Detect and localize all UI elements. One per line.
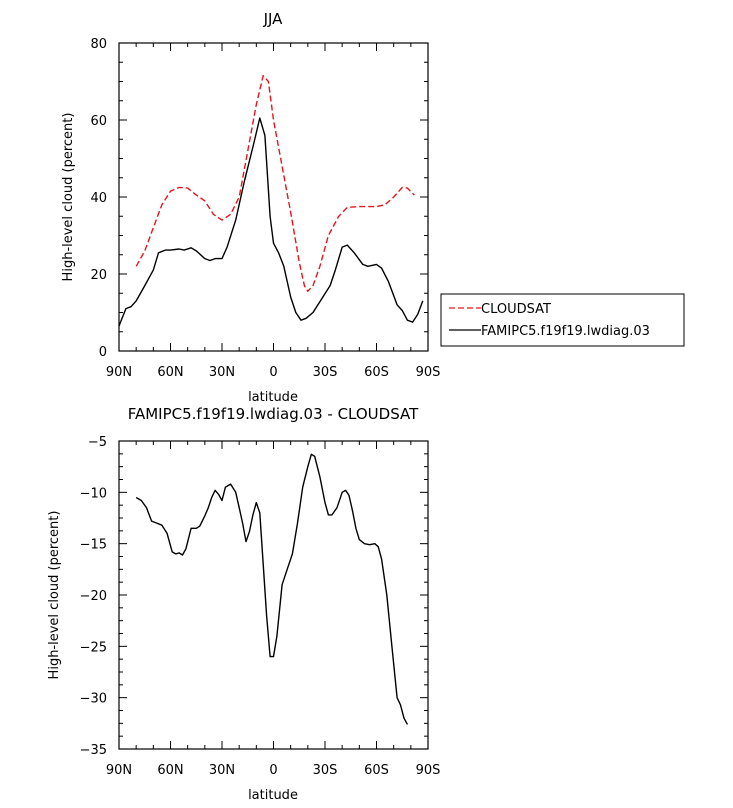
x-tick-label: 90S: [416, 365, 441, 380]
chart-top-xlabel: latitude: [248, 390, 298, 405]
series-line-1-0: [135, 453, 409, 725]
x-tick-label: 30S: [313, 365, 338, 380]
y-tick-label: −15: [80, 538, 107, 553]
chart-bottom-ticks: 90N 60N 30N 0 30S 60S 90S −35 −30 −25 −20 −15 −10 −5: [80, 435, 441, 778]
series-line-0-1: [118, 117, 424, 327]
x-tick-label: 0: [269, 763, 277, 778]
legend-label-model: FAMIPC5.f19f19.lwdiag.03: [481, 324, 650, 339]
x-tick-label: 90S: [416, 763, 441, 778]
legend-label-cloudsat: CLOUDSAT: [481, 302, 551, 317]
series-line-0-0: [135, 75, 415, 292]
y-tick-label: −25: [80, 640, 107, 655]
chart-top-series: [118, 75, 424, 327]
chart-bottom-title: FAMIPC5.f19f19.lwdiag.03 - CLOUDSAT: [128, 405, 419, 423]
x-tick-label: 30S: [313, 763, 338, 778]
y-tick-label: −5: [88, 435, 107, 450]
chart-bottom: FAMIPC5.f19f19.lwdiag.03 - CLOUDSAT 90N 6…: [47, 405, 440, 803]
legend: CLOUDSAT FAMIPC5.f19f19.lwdiag.03: [440, 293, 685, 347]
chart-bottom-series: [135, 453, 409, 725]
chart-top: JJA 90N 60N 30N 0 30S 60S 90S 0 20 40 60 80 High-le…: [61, 10, 685, 405]
legend-box: [440, 293, 685, 347]
x-tick-label: 30N: [209, 365, 235, 380]
x-tick-label: 60N: [157, 365, 183, 380]
chart-top-ylabel: High-level cloud (percent): [61, 113, 76, 282]
chart-bottom-frame: [118, 440, 429, 750]
x-tick-label: 60S: [364, 365, 389, 380]
y-tick-label: −30: [80, 692, 107, 707]
chart-top-ticks: 90N 60N 30N 0 30S 60S 90S 0 20 40 60 80: [90, 37, 440, 380]
chart-bottom-ylabel: High-level cloud (percent): [47, 511, 62, 680]
chart-top-frame: [118, 42, 429, 352]
chart-top-title: JJA: [263, 10, 284, 28]
y-tick-label: −20: [80, 589, 107, 604]
y-tick-label: −35: [80, 743, 107, 758]
x-tick-label: 60N: [157, 763, 183, 778]
y-tick-label: 60: [90, 114, 107, 129]
x-tick-label: 90N: [106, 365, 132, 380]
x-tick-label: 30N: [209, 763, 235, 778]
y-tick-label: 80: [90, 37, 107, 52]
y-tick-label: −10: [80, 486, 107, 501]
x-tick-label: 0: [269, 365, 277, 380]
x-tick-label: 90N: [106, 763, 132, 778]
y-tick-label: 40: [90, 191, 107, 206]
x-tick-label: 60S: [364, 763, 389, 778]
y-tick-label: 20: [90, 268, 107, 283]
y-tick-label: 0: [99, 345, 107, 360]
chart-bottom-xlabel: latitude: [248, 788, 298, 803]
